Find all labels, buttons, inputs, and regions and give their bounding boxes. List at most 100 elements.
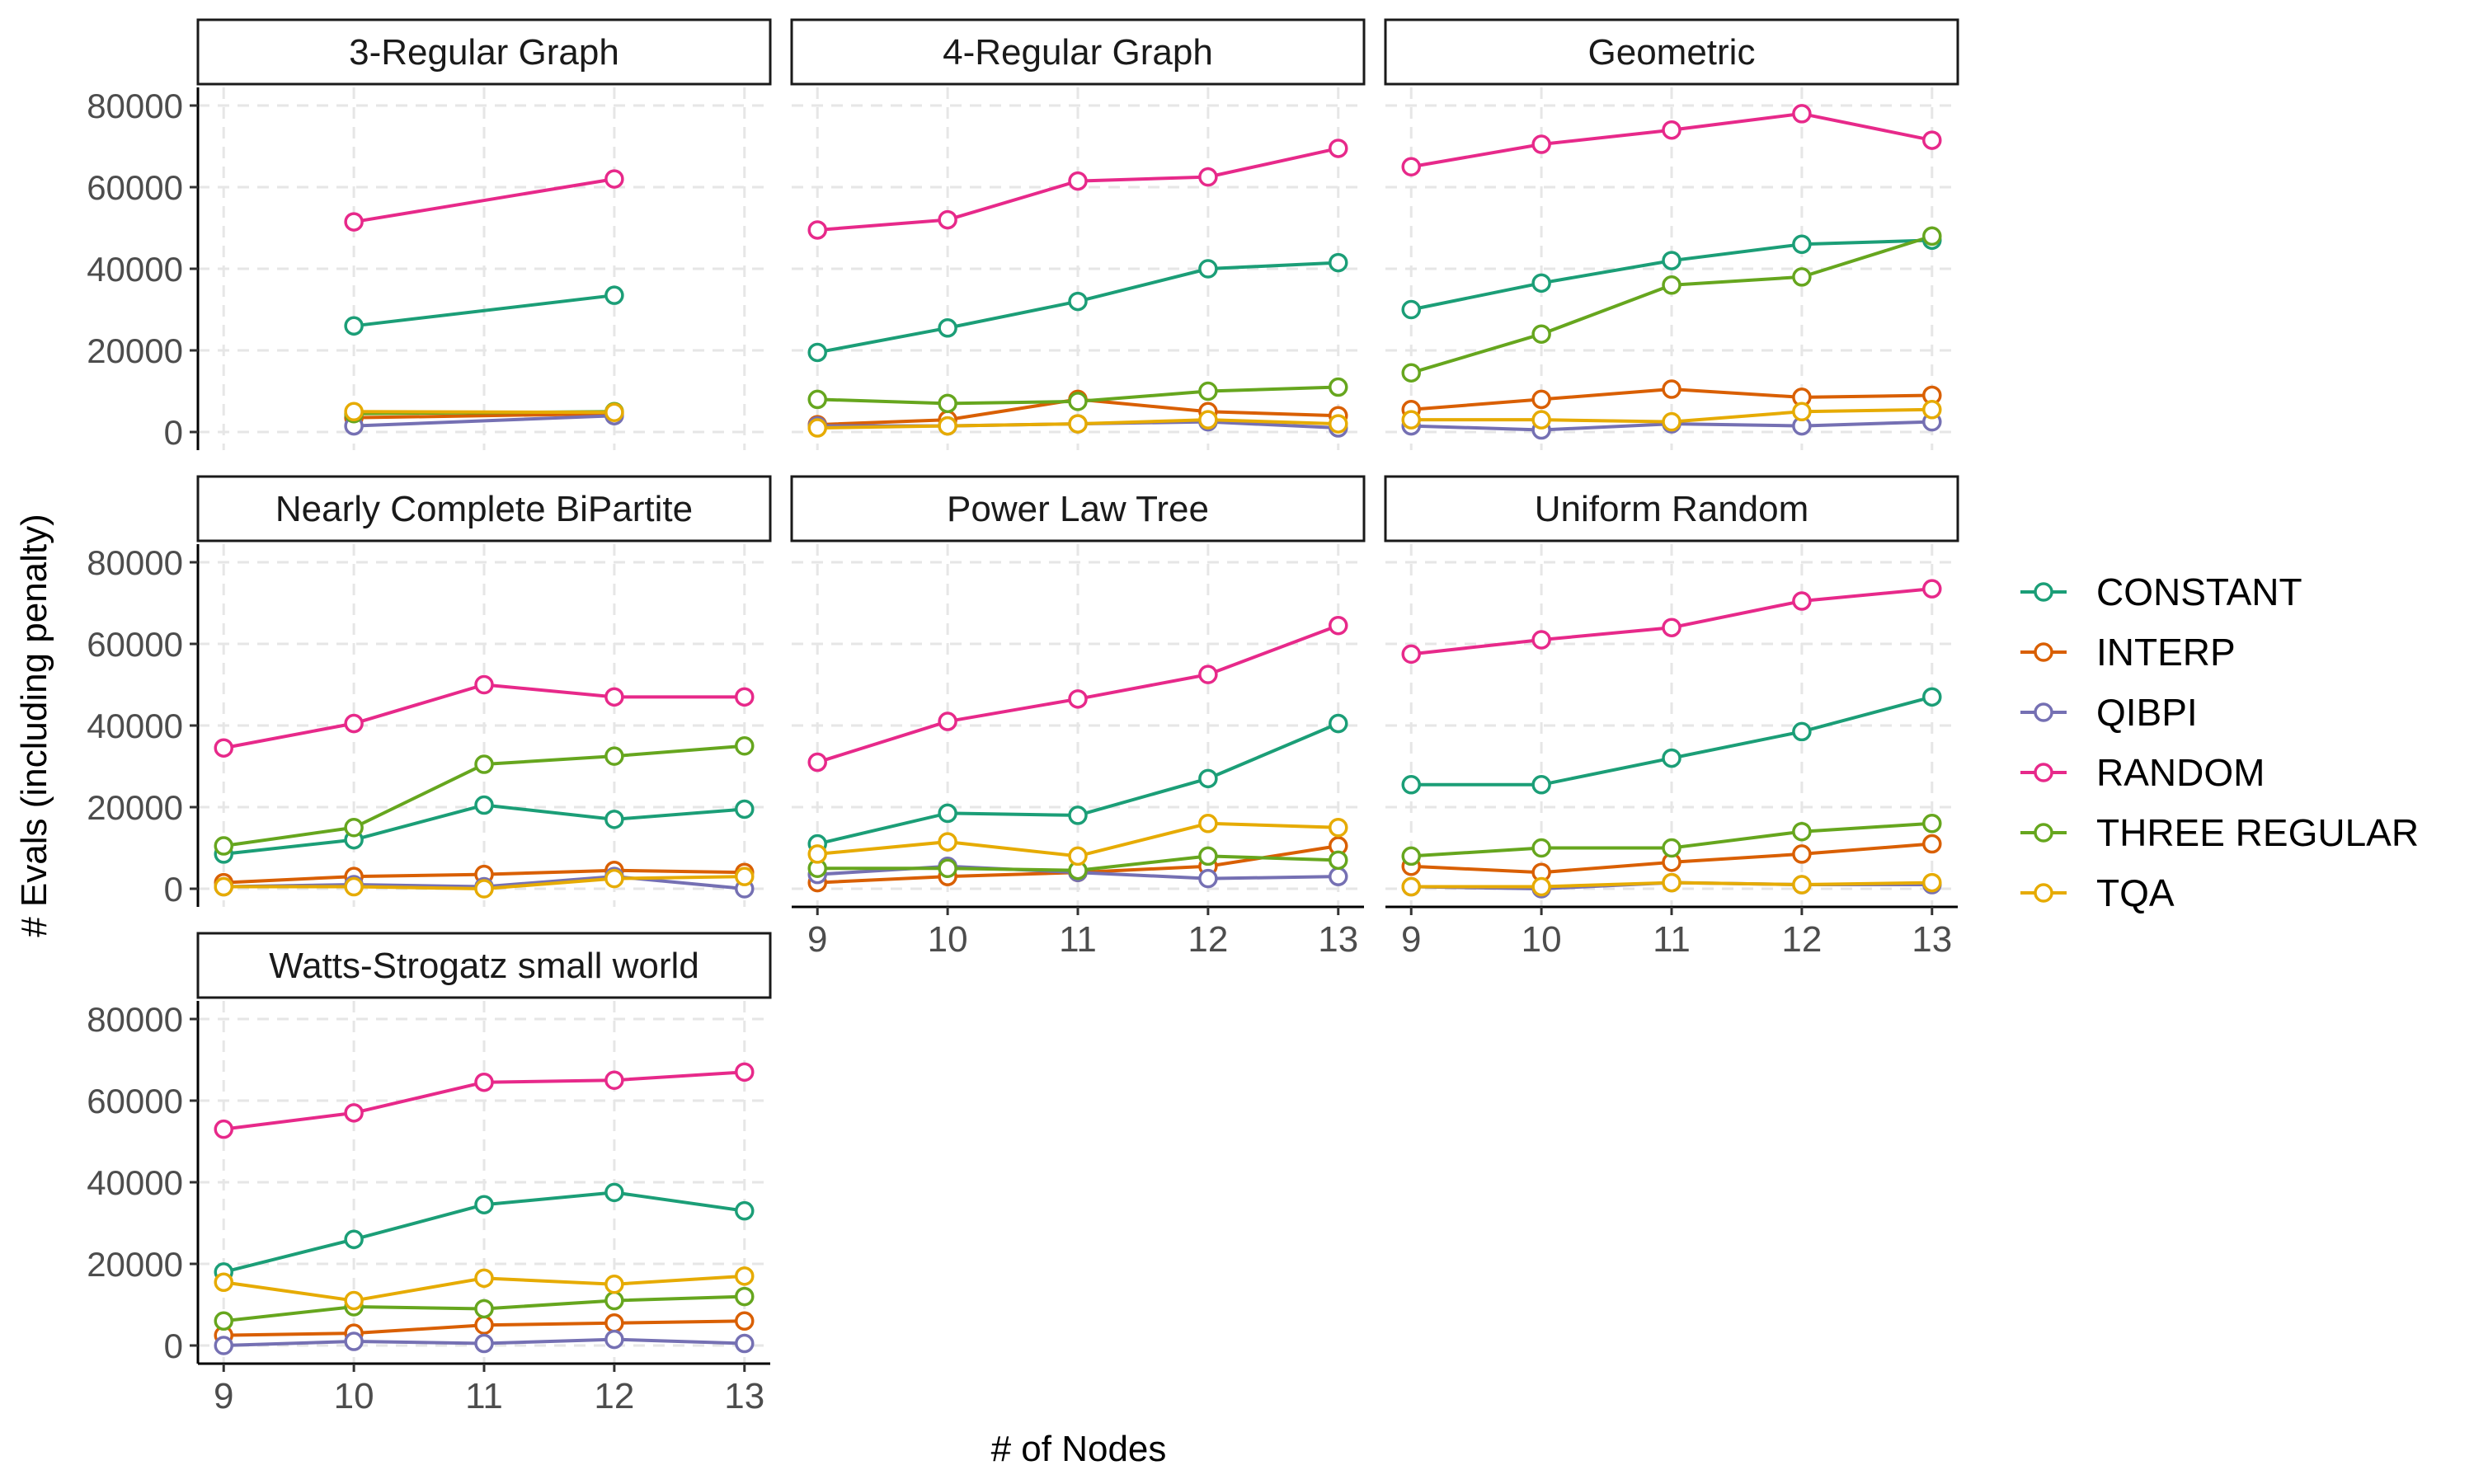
y-tick-label: 20000	[87, 788, 183, 827]
y-axis-label: # Evals (including penalty)	[14, 514, 54, 937]
legend-item-random: RANDOM	[2020, 751, 2265, 794]
data-point-interp	[1662, 379, 1681, 399]
data-point-constant	[344, 1229, 364, 1250]
data-point-tqa	[1792, 875, 1812, 895]
legend-label: QIBPI	[2096, 691, 2198, 734]
y-tick-label: 0	[164, 870, 183, 909]
y-tick-label: 40000	[87, 250, 183, 289]
facet-strip	[196, 475, 772, 542]
data-point-random	[214, 738, 233, 758]
legend-key-marker	[2034, 702, 2053, 722]
data-point-constant	[1068, 291, 1088, 312]
data-point-three-regular	[474, 1298, 494, 1319]
legend: CONSTANT INTERP QIBPI RANDOM THREE REGULAR TQ…	[2020, 571, 2419, 914]
data-point-tqa	[214, 876, 233, 897]
data-point-constant	[1531, 775, 1551, 795]
x-tick-label: 10	[1522, 919, 1562, 960]
data-point-random	[1198, 167, 1218, 187]
data-point-constant	[1329, 252, 1348, 273]
data-point-qibpi	[604, 1329, 624, 1350]
data-point-constant	[604, 285, 624, 305]
panel-uniform-random: Uniform Random 9 10 11 12 13	[1384, 475, 1959, 960]
legend-item-qibpi: QIBPI	[2020, 691, 2198, 734]
legend-label: INTERP	[2096, 631, 2236, 674]
data-point-three-regular	[604, 746, 624, 766]
data-point-constant	[1401, 775, 1421, 795]
data-point-random	[344, 713, 364, 734]
data-point-constant	[1922, 687, 1942, 707]
data-point-three-regular	[1401, 363, 1421, 383]
data-point-three-regular	[1198, 381, 1218, 402]
data-point-tqa	[1531, 410, 1551, 430]
series-line-random	[353, 177, 615, 224]
data-point-constant	[604, 1182, 624, 1203]
panel-watts-strogatz-small-world: Watts-Strogatz small world 0 20000 40000 600…	[87, 932, 772, 1416]
facet-strip	[790, 475, 1366, 542]
data-point-three-regular	[1401, 846, 1421, 866]
data-point-constant	[1401, 299, 1421, 320]
data-point-random	[1329, 615, 1348, 636]
facet-panels: 3-Regular Graph 0 20000 40000 60000 80000 4-Re…	[87, 18, 1959, 1416]
y-tick-label: 60000	[87, 625, 183, 664]
data-point-random	[1792, 591, 1812, 611]
data-point-random	[1198, 665, 1218, 684]
data-point-three-regular	[1792, 267, 1812, 287]
data-point-three-regular	[938, 858, 957, 878]
data-point-tqa	[1792, 402, 1812, 421]
x-tick-label: 9	[214, 1376, 233, 1416]
data-point-three-regular	[1922, 226, 1942, 247]
x-tick-label: 11	[1653, 919, 1691, 960]
data-point-constant	[1329, 713, 1348, 734]
legend-label: RANDOM	[2096, 751, 2265, 794]
data-point-qibpi	[1329, 866, 1348, 886]
data-point-tqa	[1662, 872, 1681, 893]
data-point-three-regular	[735, 1286, 755, 1307]
data-point-tqa	[1068, 414, 1088, 434]
data-point-tqa	[1401, 410, 1421, 430]
data-point-random	[344, 212, 364, 232]
data-point-three-regular	[1792, 821, 1812, 842]
y-tick-label: 20000	[87, 331, 183, 370]
legend-key-marker	[2034, 883, 2053, 903]
data-point-three-regular	[214, 1311, 233, 1331]
data-point-random	[807, 752, 827, 773]
data-point-interp	[735, 1311, 755, 1331]
data-point-tqa	[604, 402, 624, 422]
data-point-qibpi	[1198, 868, 1218, 889]
data-point-interp	[474, 1315, 494, 1335]
data-point-constant	[1662, 251, 1681, 270]
data-point-constant	[735, 799, 755, 819]
legend-key-marker	[2034, 582, 2053, 602]
x-tick-label: 13	[724, 1376, 764, 1416]
y-tick-label: 60000	[87, 168, 183, 207]
facet-strip	[1384, 18, 1959, 86]
data-point-three-regular	[938, 393, 957, 414]
data-point-three-regular	[1531, 838, 1551, 858]
data-point-constant	[1792, 721, 1812, 742]
panel-4-regular-graph: 4-Regular Graph	[790, 18, 1366, 450]
legend-item-interp: INTERP	[2020, 631, 2236, 674]
legend-key-marker	[2034, 823, 2053, 843]
facet-title: 3-Regular Graph	[349, 32, 619, 73]
data-point-random	[1531, 630, 1551, 650]
data-point-random	[214, 1119, 233, 1139]
facet-strip	[790, 18, 1366, 86]
x-tick-label: 13	[1912, 919, 1952, 960]
data-point-random	[1922, 130, 1942, 150]
legend-label: THREE REGULAR	[2096, 811, 2419, 854]
data-point-random	[474, 1072, 494, 1092]
data-point-tqa	[1922, 400, 1942, 420]
data-point-three-regular	[1922, 814, 1942, 834]
data-point-constant	[938, 318, 957, 338]
data-point-tqa	[344, 876, 364, 897]
data-point-constant	[344, 316, 364, 336]
data-point-tqa	[474, 879, 494, 899]
facet-title: Watts-Strogatz small world	[269, 946, 699, 986]
data-point-constant	[1531, 273, 1551, 294]
facet-strip	[196, 18, 772, 86]
data-point-constant	[474, 1195, 494, 1214]
x-tick-label: 13	[1318, 919, 1358, 960]
legend-item-tqa: TQA	[2020, 871, 2175, 914]
data-point-three-regular	[1531, 324, 1551, 344]
data-point-constant	[735, 1200, 755, 1221]
